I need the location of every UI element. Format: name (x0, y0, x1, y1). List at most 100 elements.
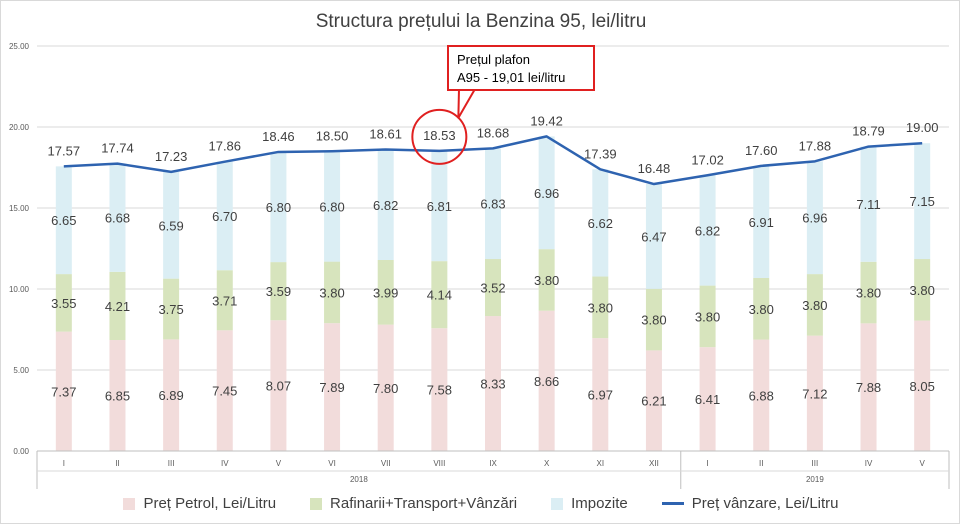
price-value-label: 18.50 (316, 128, 349, 143)
legend-swatch-impozite (551, 497, 564, 510)
bar-segment (431, 150, 448, 262)
bar-value-label: 6.82 (373, 198, 398, 213)
price-value-label: 19.42 (530, 113, 563, 128)
bar-value-label: 3.80 (910, 283, 935, 298)
y-tick-label: 15.00 (9, 204, 30, 213)
bar-segment (592, 276, 609, 339)
y-tick-label: 10.00 (9, 285, 30, 294)
bar-segment (270, 320, 287, 451)
bar-segment (485, 316, 501, 451)
x-tick-label: II (115, 459, 119, 468)
bar-segment (538, 249, 555, 311)
bar-value-label: 6.96 (534, 186, 559, 201)
bar-value-label: 6.62 (588, 216, 613, 231)
bar-value-label: 7.45 (212, 384, 237, 399)
bar-value-label: 3.80 (802, 298, 827, 313)
x-tick-label: VII (381, 459, 391, 468)
bar-value-label: 6.88 (749, 388, 774, 403)
bar-value-label: 3.80 (749, 302, 774, 317)
x-tick-label: VI (328, 459, 336, 468)
chart-title: Structura prețului la Benzina 95, lei/li… (315, 11, 647, 32)
bar-segment (914, 259, 931, 321)
price-value-label: 16.48 (638, 161, 671, 176)
price-value-label: 17.39 (584, 146, 617, 161)
bar-segment (645, 184, 662, 289)
bar-value-label: 7.15 (910, 194, 935, 209)
legend-swatch-petrol (123, 497, 136, 510)
x-tick-label: I (706, 459, 708, 468)
bar-value-label: 3.59 (266, 284, 291, 299)
price-value-label: 18.46 (262, 129, 295, 144)
x-tick-label: IV (865, 459, 873, 468)
bar-segment (806, 274, 823, 336)
bar-segment (163, 171, 180, 279)
bar-value-label: 6.70 (212, 209, 237, 224)
y-tick-label: 0.00 (13, 447, 29, 456)
bar-value-label: 6.97 (588, 388, 613, 403)
bar-segment (216, 330, 233, 451)
bar-segment (699, 285, 716, 348)
bar-value-label: 8.66 (534, 374, 559, 389)
bar-segment (645, 288, 662, 351)
bar-value-label: 6.21 (641, 394, 666, 409)
legend-swatch-rafinarii (310, 497, 323, 510)
bar-segment (55, 166, 72, 275)
bar-value-label: 4.14 (427, 288, 452, 303)
bar-value-label: 7.12 (802, 386, 827, 401)
x-tick-label: II (759, 459, 763, 468)
bar-segment (431, 328, 448, 451)
bar-value-label: 6.80 (266, 200, 291, 215)
bar-segment (753, 339, 770, 451)
bar-segment (806, 335, 823, 451)
bar-segment (914, 320, 931, 451)
legend-label-impozite: Impozite (571, 495, 628, 512)
bar-value-label: 3.75 (158, 302, 183, 317)
bar-value-label: 6.59 (158, 218, 183, 233)
chart-plot: 0.00 5.00 10.00 15.00 20.00 25.00 7.37 3.55 6.65… (9, 42, 950, 489)
x-tick-label: IX (489, 459, 497, 468)
bar-segment (592, 169, 609, 277)
bar-segment (109, 271, 126, 341)
price-value-label: 18.79 (852, 124, 885, 139)
price-value-label: 17.57 (48, 143, 81, 158)
bar-value-label: 3.80 (534, 273, 559, 288)
bar-value-label: 6.85 (105, 389, 130, 404)
bar-segment (753, 277, 770, 340)
bar-value-label: 3.52 (480, 281, 505, 296)
callout-pointer (457, 88, 476, 119)
bar-value-label: 8.07 (266, 379, 291, 394)
x-tick-label: VIII (433, 459, 445, 468)
bar-value-label: 3.80 (695, 309, 720, 324)
bar-value-label: 7.11 (856, 197, 880, 212)
bar-segment (55, 331, 72, 451)
x-tick-label: XII (649, 459, 659, 468)
legend-swatch-pret-vanzare (661, 502, 684, 505)
price-value-label: 17.02 (691, 152, 724, 167)
price-value-label: 17.74 (101, 141, 134, 156)
bar-segment (324, 261, 341, 324)
bar-segment (860, 323, 877, 451)
bar-segment (216, 270, 233, 331)
price-value-label: 19.00 (906, 120, 939, 135)
x-tick-label: I (63, 459, 65, 468)
bar-segment (324, 323, 341, 451)
bar-value-label: 6.82 (695, 223, 720, 238)
bar-segment (163, 278, 180, 340)
bar-value-label: 6.96 (802, 211, 827, 226)
bar-segment (860, 261, 877, 324)
highlight-circle (411, 108, 468, 165)
bar-value-label: 3.80 (856, 286, 881, 301)
bar-segment (270, 151, 287, 263)
bar-segment (538, 136, 555, 250)
bar-value-label: 7.80 (373, 381, 398, 396)
bar-value-label: 8.33 (480, 377, 505, 392)
legend-item-impozite: Impozite (551, 495, 628, 512)
bar-value-label: 3.80 (588, 300, 613, 315)
price-value-label: 18.68 (477, 125, 510, 140)
bar-segment (699, 175, 716, 286)
price-value-label: 17.60 (745, 143, 778, 158)
bar-segment (377, 149, 394, 261)
bar-segment (860, 146, 877, 262)
bar-segment (431, 261, 448, 329)
bar-segment (377, 260, 394, 325)
